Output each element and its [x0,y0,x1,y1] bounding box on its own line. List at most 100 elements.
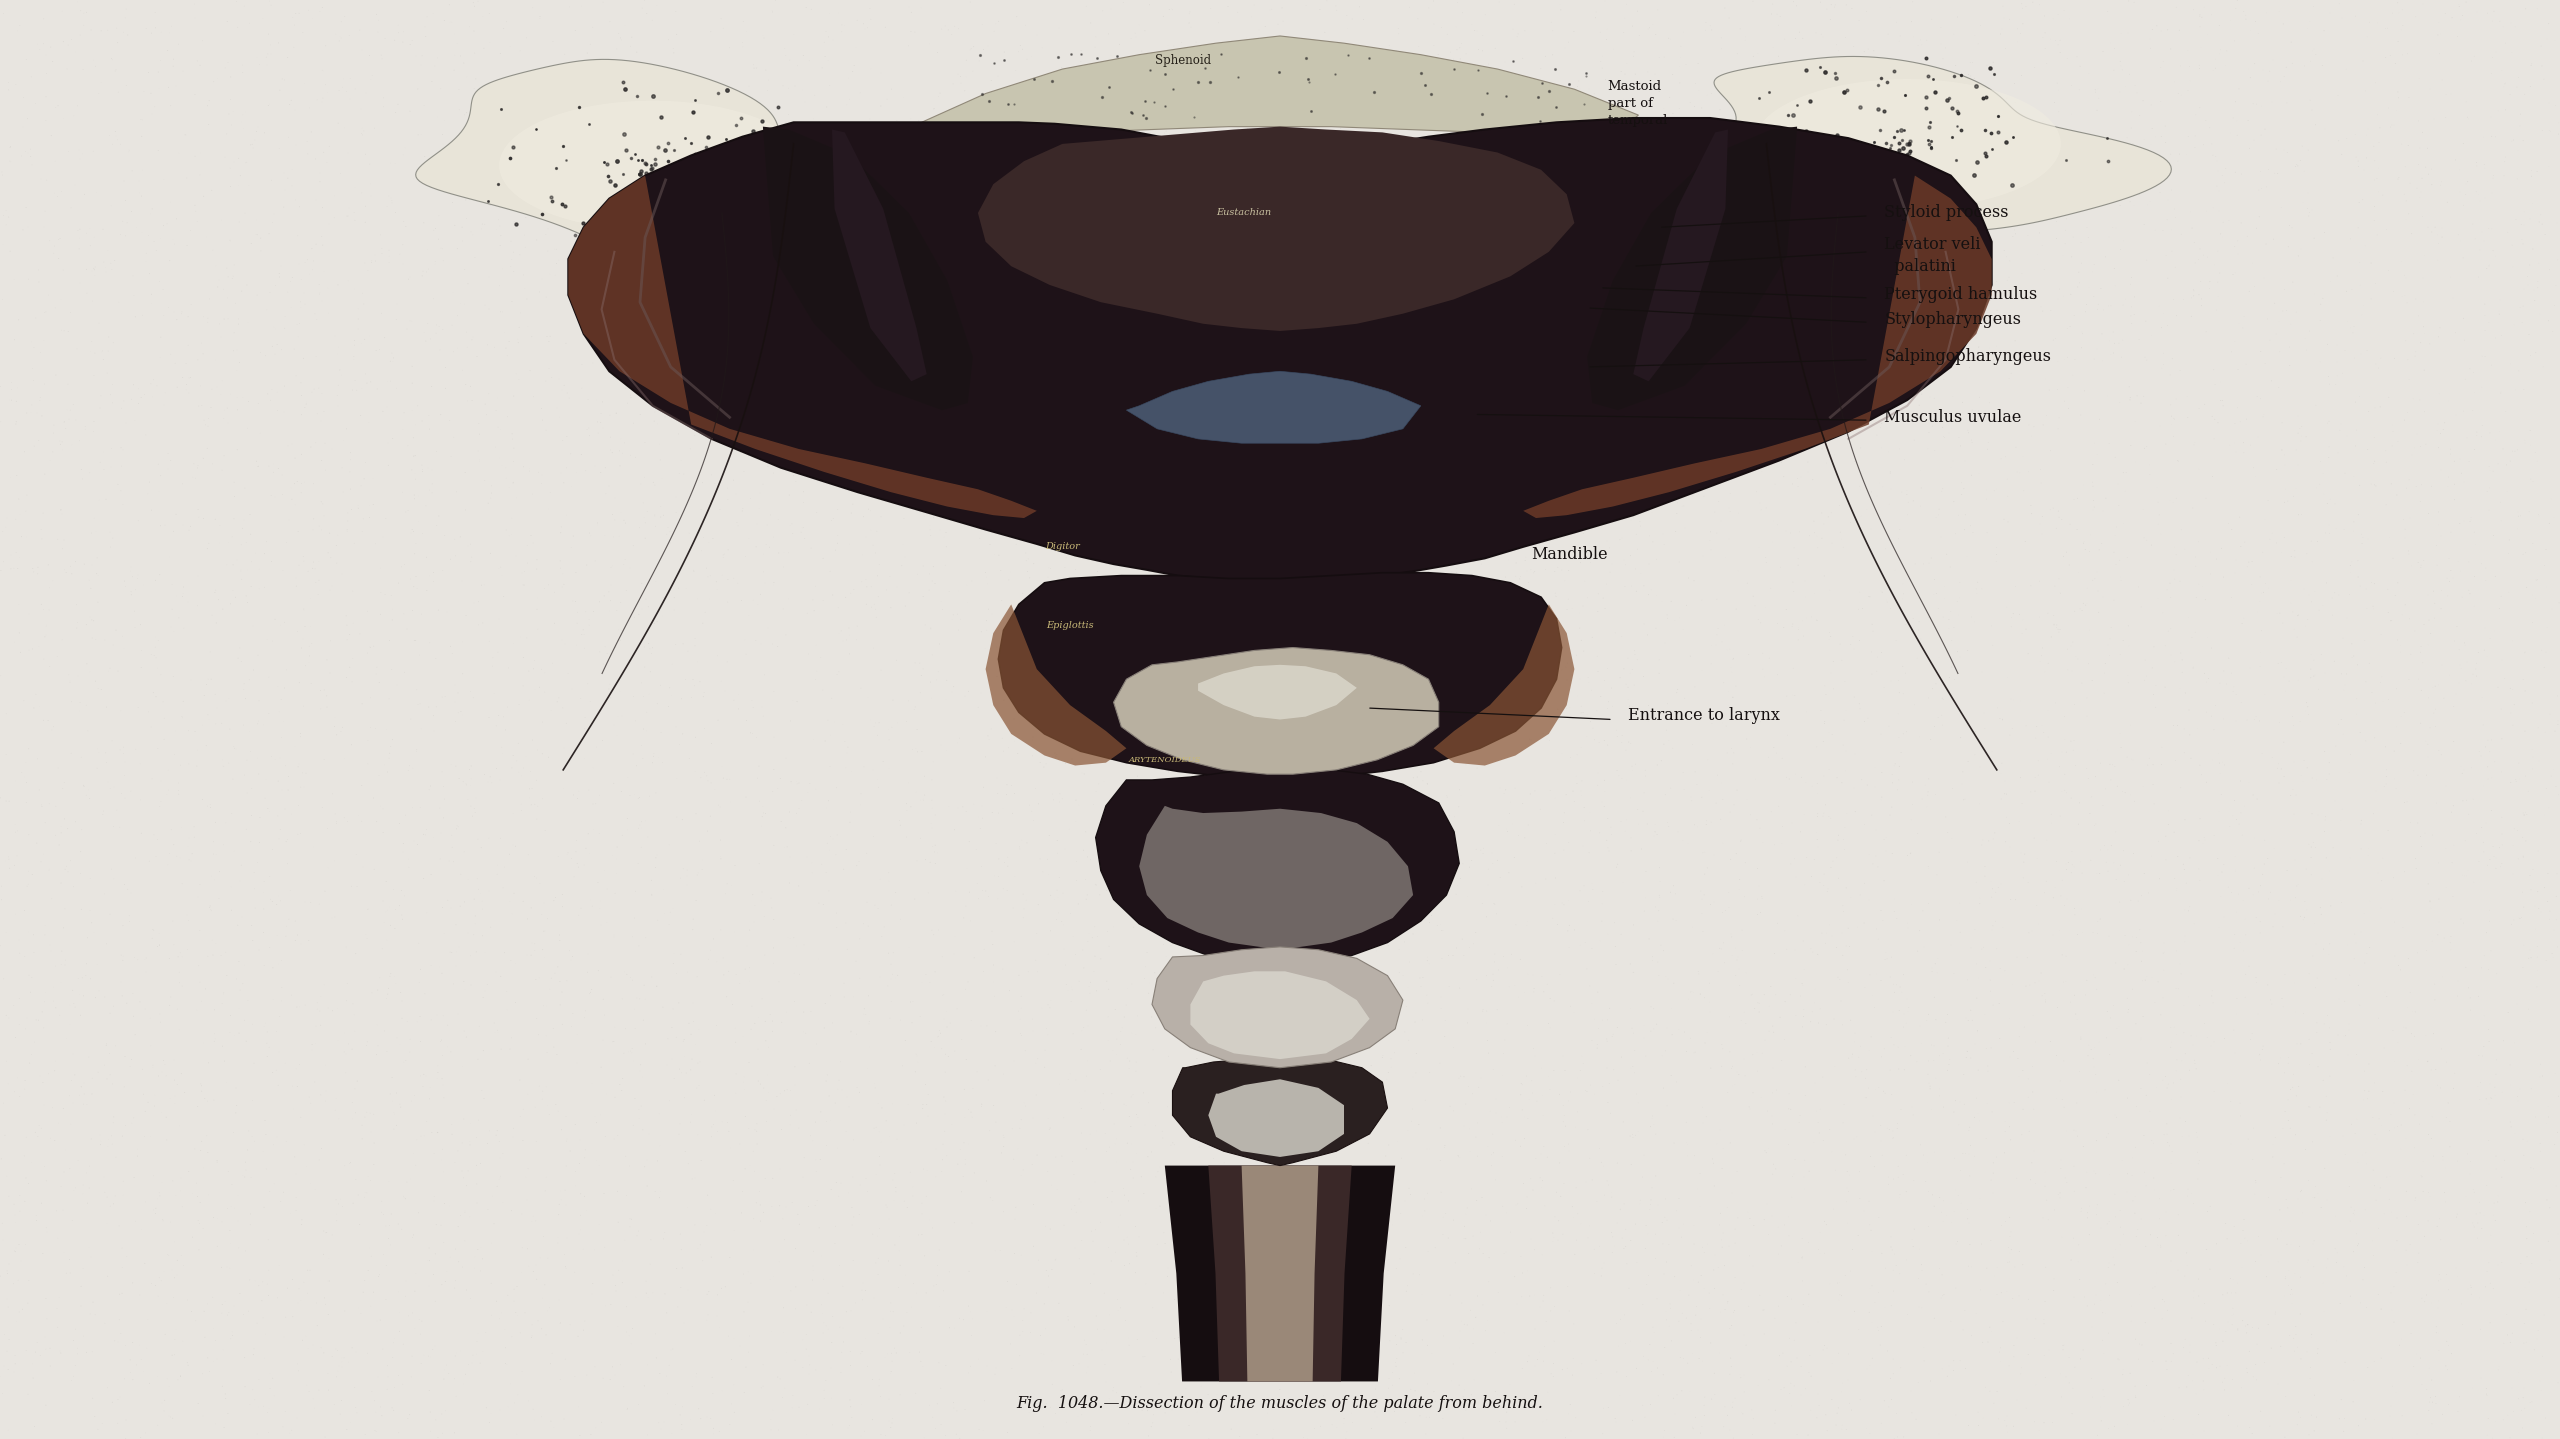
Point [1697,440,1738,463]
Point [637,412,678,435]
Point [1272,935,1313,958]
Point [10,393,51,416]
Point [1390,774,1431,797]
Point [1119,439,1160,462]
Point [1290,403,1331,426]
Point [991,658,1032,681]
Point [2368,96,2409,119]
Point [748,321,788,344]
Point [1162,445,1203,468]
Point [1065,763,1106,786]
Point [1971,1168,2012,1191]
Point [829,1389,870,1412]
Point [2199,885,2240,908]
Point [2519,210,2560,233]
Point [1882,573,1923,596]
Point [2404,266,2445,289]
Point [1178,448,1219,471]
Point [131,715,172,738]
Point [1894,1217,1935,1240]
Point [1981,708,2022,731]
Point [812,827,852,850]
Point [338,496,379,519]
Point [1288,489,1329,512]
Point [980,560,1021,583]
Point [2476,245,2516,268]
Point [399,958,440,981]
Point [2386,1016,2427,1039]
Point [233,878,274,901]
Point [1454,73,1495,96]
Point [960,1095,1001,1118]
Point [1293,639,1334,662]
Point [2419,23,2460,46]
Point [1216,1274,1257,1297]
Point [2355,150,2396,173]
Point [1347,853,1388,876]
Point [1052,328,1093,351]
Point [1403,728,1444,751]
Point [8,603,49,626]
Point [202,597,243,620]
Point [637,1412,678,1435]
Point [1423,1324,1464,1347]
Point [1615,436,1656,459]
Point [1651,27,1692,50]
Point [1544,36,1585,59]
Point [2145,167,2186,190]
Point [1170,1059,1211,1082]
Point [59,1084,100,1107]
Point [550,948,591,971]
Point [471,99,512,122]
Point [863,189,904,212]
Point [1487,656,1528,679]
Point [1910,273,1951,296]
Point [2401,1286,2442,1309]
Point [2168,1059,2209,1082]
Point [84,629,125,652]
Point [317,524,358,547]
Point [1994,688,2035,711]
Point [261,889,302,912]
Point [2199,223,2240,246]
Point [1411,720,1452,743]
Point [143,214,184,237]
Point [1987,1404,2028,1427]
Point [374,1101,415,1124]
Point [937,17,978,40]
Point [2235,1171,2276,1194]
Point [717,361,758,384]
Point [525,170,566,193]
Point [1318,602,1359,625]
Point [957,1061,998,1084]
Point [72,626,113,649]
Point [963,118,1004,141]
Point [1060,83,1101,106]
Point [497,750,538,773]
Point [2335,124,2376,147]
Point [1943,789,1984,812]
Point [873,941,914,964]
Point [458,0,499,13]
Point [758,1366,799,1389]
Point [2412,622,2452,645]
Point [1902,553,1943,576]
Point [1331,7,1372,30]
Point [1853,1121,1894,1144]
Point [2468,899,2509,922]
Point [965,879,1006,902]
Point [2437,0,2478,16]
Point [1526,973,1567,996]
Point [1853,776,1894,799]
Point [2053,738,2094,761]
Point [1416,861,1457,884]
Point [717,571,758,594]
Point [2309,1065,2350,1088]
Point [1418,65,1459,88]
Point [625,82,666,105]
Point [2104,132,2145,155]
Point [2534,29,2560,52]
Point [1467,604,1508,627]
Point [2296,967,2337,990]
Point [2289,963,2330,986]
